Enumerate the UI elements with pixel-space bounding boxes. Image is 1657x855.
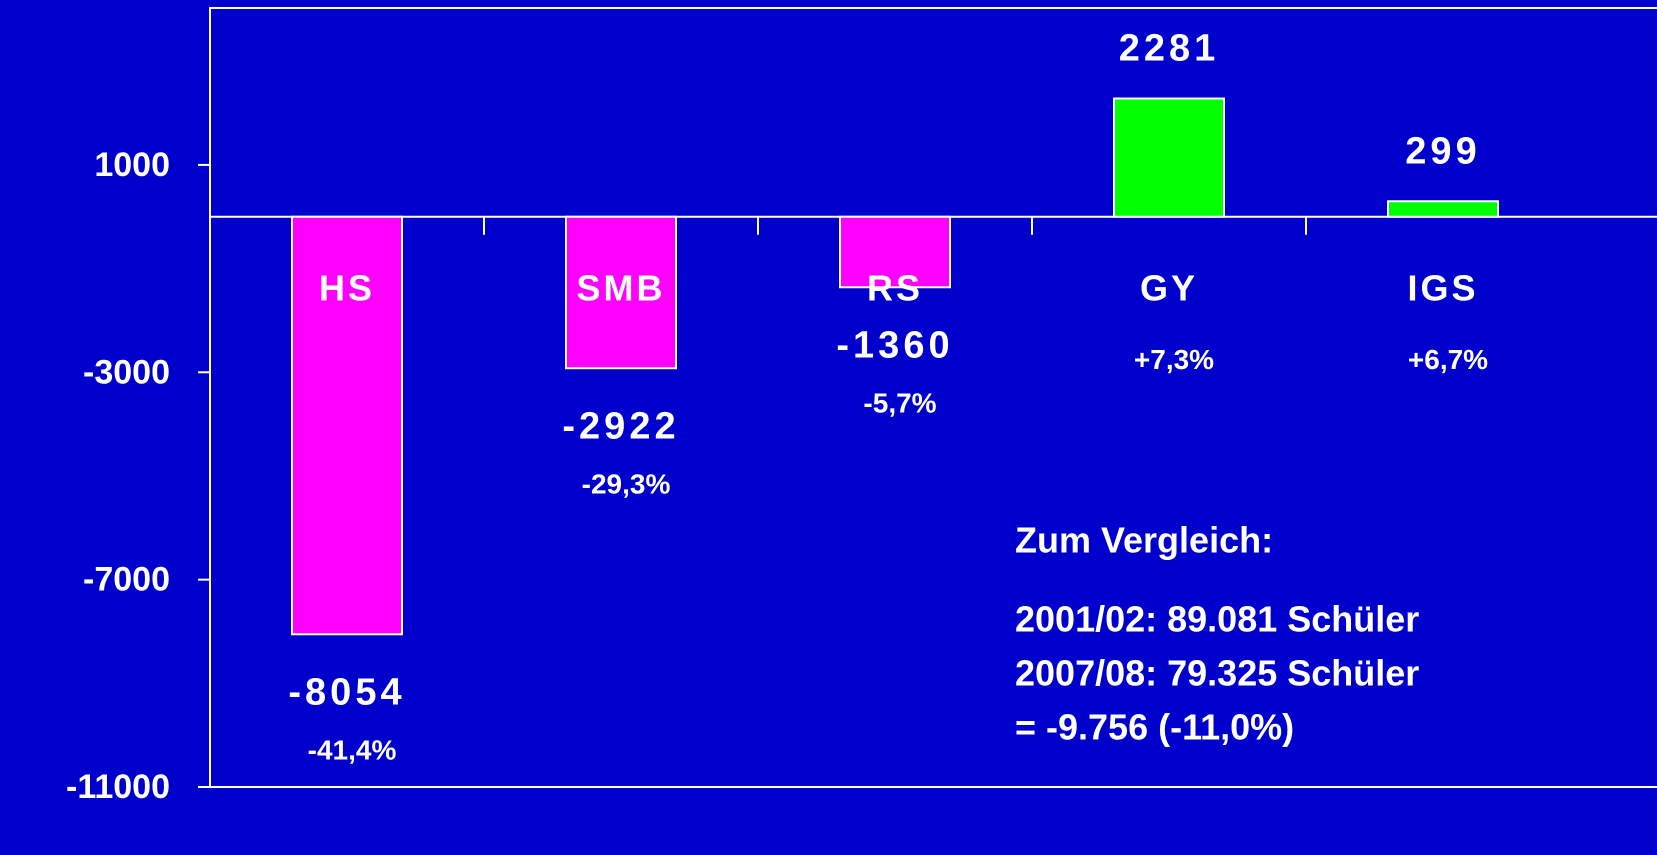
note-line: 2007/08: 79.325 Schüler (1015, 653, 1419, 694)
bar (1387, 200, 1499, 218)
category-label: HS (319, 267, 375, 308)
y-tick-label: 1000 (94, 146, 170, 184)
percent-label: -29,3% (582, 469, 671, 500)
note-line: Zum Vergleich: (1015, 520, 1273, 561)
note-line: 2001/02: 89.081 Schüler (1015, 599, 1419, 640)
category-label: RS (867, 267, 923, 308)
percent-label: +6,7% (1408, 344, 1488, 375)
bar (1113, 97, 1225, 218)
bar (291, 215, 403, 636)
percent-label: -5,7% (863, 388, 936, 419)
y-tick-label: -3000 (83, 353, 170, 391)
value-label: 2281 (1119, 28, 1220, 70)
value-label: -1360 (836, 324, 953, 366)
percent-label: +7,3% (1134, 344, 1214, 375)
category-label: IGS (1407, 267, 1478, 308)
value-label: -2922 (562, 405, 679, 447)
note-line: = -9.756 (-11,0%) (1015, 707, 1294, 748)
plot-frame (209, 7, 1657, 788)
category-label: SMB (577, 267, 666, 308)
percent-label: -41,4% (308, 735, 397, 766)
y-tick-label: -11000 (66, 768, 170, 806)
bar (839, 215, 951, 289)
category-label: GY (1140, 267, 1198, 308)
value-label: -8054 (288, 671, 405, 713)
value-label: 299 (1405, 130, 1480, 172)
y-tick-label: -7000 (83, 561, 170, 599)
bar (565, 215, 677, 370)
